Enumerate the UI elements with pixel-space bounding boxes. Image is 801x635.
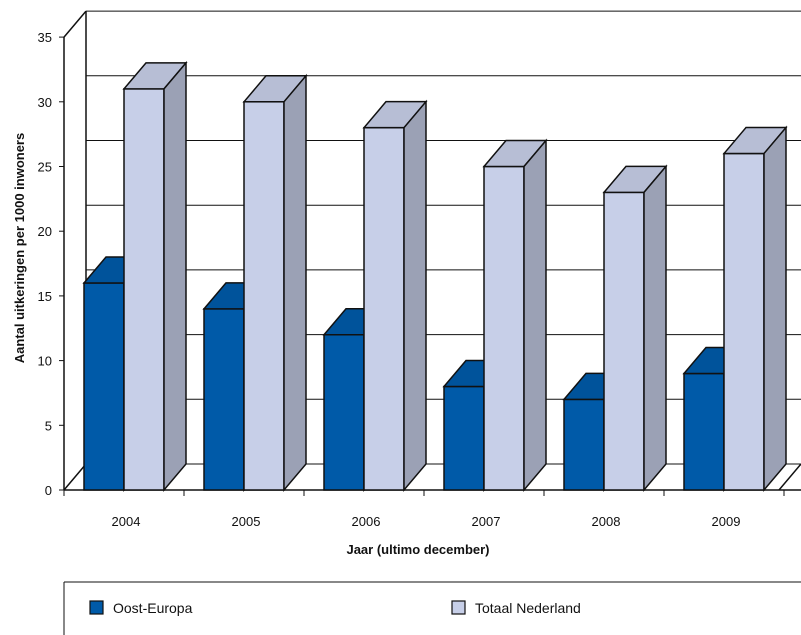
bars [82,60,788,493]
y-axis-label: Aantal uitkeringen per 1000 inwoners [12,133,27,363]
legend-swatch-oost-europa [89,600,104,615]
bar-front [243,101,285,491]
bar [722,125,788,493]
bar-side [643,164,667,493]
bar-side [763,125,787,493]
legend-label-totaal-nederland: Totaal Nederland [475,600,581,616]
y-tick-label: 5 [45,418,52,433]
wall-top-edge [63,10,87,38]
floor-right-edge [778,463,801,491]
y-tick-label: 15 [38,289,52,304]
bar-front [123,88,165,491]
x-axis-label: Jaar (ultimo december) [346,542,489,557]
bar-front [683,372,725,491]
bar-side [163,60,187,493]
x-tick-label: 2005 [232,514,261,529]
bar-side [403,99,427,493]
floor-left-edge [63,463,87,491]
bar [482,138,548,493]
bar [122,60,188,493]
y-tick-labels: 0 5 10 15 20 25 30 35 [38,30,64,498]
y-tick-label: 30 [38,95,52,110]
bar [362,99,428,493]
x-tick-label: 2009 [712,514,741,529]
y-tick-label: 10 [38,354,52,369]
legend-label-oost-europa: Oost-Europa [113,600,193,616]
bar-front [603,191,645,491]
x-tick-label: 2006 [352,514,381,529]
y-tick-label: 20 [38,224,52,239]
bar-front [483,165,525,491]
bar-front [443,385,485,491]
gridlines [86,10,801,400]
y-tick-label: 0 [45,483,52,498]
legend: Oost-Europa Totaal Nederland [63,581,801,635]
bar [602,164,668,493]
bar-front [723,152,765,491]
x-tick-label: 2007 [472,514,501,529]
bar-front [323,333,365,491]
bar-front [203,308,245,491]
x-tick-labels: 2004 2005 2006 2007 2008 2009 [63,490,785,529]
bar [242,73,308,493]
bar-front [83,282,125,491]
y-tick-label: 25 [38,160,52,175]
bar-side [523,138,547,493]
x-tick-label: 2008 [592,514,621,529]
bar-front [563,398,605,491]
bar-side [283,73,307,493]
x-tick-label: 2004 [112,514,141,529]
legend-swatch-totaal-nederland [451,600,466,615]
bar-front [363,126,405,491]
y-tick-label: 35 [38,30,52,45]
